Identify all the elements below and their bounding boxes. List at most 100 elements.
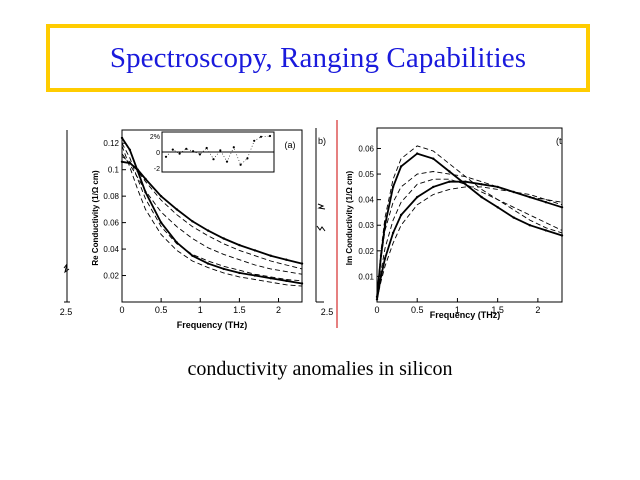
inset-y-ticks: 2% 0 -2 — [150, 134, 160, 173]
panel-b-series-2-point — [544, 201, 548, 204]
panel-b-y-tick-label: 0.02 — [358, 247, 374, 256]
panel-b-series-4 — [376, 171, 563, 295]
inset-point — [219, 149, 222, 152]
panel-b-x-label: Frequency (THz) — [430, 310, 501, 320]
panel-a-x-tick-label: 1.5 — [233, 305, 246, 315]
inset-point — [259, 135, 263, 138]
panel-a-y-tick-label: 0.12 — [103, 139, 119, 148]
panel-a-series-3-point — [120, 136, 124, 140]
panel-a-y-tick-label: 0.02 — [103, 272, 119, 281]
im-conductivity-chart: 0 0.5 1 1.5 2 0.01 0.02 0.03 0.04 0.05 0.06 (t Fr… — [345, 127, 564, 320]
inset-point — [239, 163, 242, 166]
conductivity-figure: 2.5 b) 2.5 0 0.5 1 1.5 2 0.02 0.04 0.06 0.08 0.1… — [50, 118, 570, 332]
panel-a-x-tick-label: 1 — [198, 305, 203, 315]
panel-b-label: (t — [556, 136, 562, 146]
panel-a-x-tick-label: 0.5 — [155, 305, 168, 315]
panel-a-series-0-point — [222, 237, 225, 240]
slide-title-box: Spectroscopy, Ranging Capabilities — [46, 24, 590, 92]
inset-point — [171, 148, 174, 151]
left-fragment-tick-label: 2.5 — [60, 307, 73, 317]
panel-a-series-3 — [121, 137, 303, 285]
panel-b-x-tick-label: 1.5 — [491, 305, 504, 315]
panel-a-series-1 — [121, 156, 303, 270]
inset-y-tick-label: 0 — [156, 150, 160, 157]
panel-a-y-ticks: 0.02 0.04 0.06 0.08 0.1 0.12 — [103, 139, 126, 281]
panel-a-series-0-point — [269, 254, 272, 257]
panel-b-x-tick-label: 0.5 — [411, 305, 424, 315]
panel-b-series-2-point — [432, 185, 435, 189]
panel-b-y-tick-label: 0.05 — [358, 170, 374, 179]
panel-a-series-3-point — [159, 221, 163, 224]
panel-a-x-tick-label: 0 — [119, 305, 124, 315]
panel-b-series-2-point — [448, 180, 451, 183]
panel-a-series-3-point — [128, 148, 131, 151]
panel-b-series-0-point — [432, 157, 435, 160]
panel-a-series-0-point — [238, 243, 241, 247]
panel-b-series-5 — [376, 178, 563, 300]
panel-a-series-0-point — [253, 249, 257, 252]
left-fragment: 2.5 — [60, 130, 73, 317]
panel-b-series-2-point — [399, 213, 403, 217]
middle-fragment: b) 2.5 — [315, 128, 334, 317]
panel-a-x-tick-label: 2 — [276, 305, 281, 315]
panel-a-series-0 — [121, 160, 303, 265]
panel-b-series-0-point — [464, 183, 467, 186]
slide-title: Spectroscopy, Ranging Capabilities — [109, 41, 527, 74]
panel-a-series-3-point — [238, 271, 241, 275]
panel-a-series-3-point — [285, 279, 288, 282]
panel-a-y-tick-label: 0.1 — [108, 166, 120, 175]
panel-b-series-3 — [376, 186, 563, 300]
panel-b-series-0-point — [512, 216, 515, 219]
panel-a-series-3-point — [206, 262, 210, 265]
inset-point — [164, 155, 168, 158]
inset-point — [205, 146, 208, 150]
panel-a-series-2 — [121, 153, 303, 275]
panel-b-series-2-point — [416, 195, 419, 199]
inset-point — [225, 160, 229, 163]
panel-a-series-0-point — [175, 208, 178, 211]
middle-fragment-scribble-2 — [316, 225, 326, 232]
inset-point — [246, 157, 249, 160]
panel-a-series-0-point — [206, 229, 210, 232]
inset-y-tick-label: -2 — [154, 166, 160, 173]
panel-b-y-tick-label: 0.06 — [358, 144, 374, 153]
panel-b-x-tick-label: 2 — [535, 305, 540, 315]
panel-a-series-0-point — [300, 262, 304, 265]
inset-point — [212, 158, 215, 161]
panel-b-series-2-point — [496, 185, 499, 189]
panel-b-series-0-point — [544, 229, 548, 232]
panel-b-frame — [376, 127, 563, 303]
middle-fragment-tick-label: 2.5 — [321, 307, 334, 317]
panel-b-series-0-point — [560, 234, 564, 237]
panel-b-series-0-point — [391, 185, 395, 189]
panel-b-series-2-point — [383, 257, 387, 260]
slide-caption: conductivity anomalies in silicon — [187, 358, 453, 380]
panel-a-series-0-point — [120, 160, 124, 163]
panel-a-series-3-point — [300, 282, 304, 285]
panel-a-series-0-point — [285, 258, 288, 261]
inset-point — [192, 150, 195, 153]
panel-b-series-0-point — [528, 224, 531, 227]
panel-a-y-label: Re Conductivity (1/Ω cm) — [91, 170, 100, 266]
panel-b-series-2-point — [480, 183, 483, 186]
inset-point — [268, 134, 272, 138]
panel-b-series-2-point — [528, 195, 531, 199]
inset-point — [185, 147, 188, 150]
residual-inset: 2% 0 -2 — [150, 131, 275, 173]
panel-b-x-tick-label: 1 — [455, 305, 460, 315]
panel-a-series-4 — [121, 142, 303, 282]
panel-b-y-tick-label: 0.04 — [358, 196, 374, 205]
panel-a-frame — [121, 129, 303, 303]
panel-b-y-tick-label: 0.03 — [358, 221, 374, 230]
panel-b-series-0-point — [448, 170, 451, 173]
panel-a-series-0-point — [159, 195, 163, 198]
panel-b-series-1 — [376, 145, 563, 297]
panel-b-series-2 — [376, 180, 563, 300]
panel-a-series-3-point — [222, 267, 225, 271]
panel-b-series-2-point — [464, 180, 467, 183]
panel-b-series-0 — [376, 152, 563, 297]
panel-b-series-0-point — [496, 206, 499, 209]
middle-fragment-label: b) — [318, 136, 326, 146]
inset-point — [253, 139, 256, 142]
left-fragment-scribble — [63, 263, 70, 274]
